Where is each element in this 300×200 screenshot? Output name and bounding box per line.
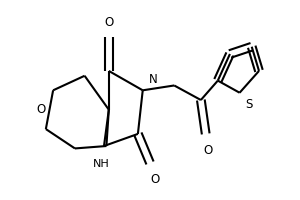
Text: O: O [203,144,213,157]
Text: S: S [246,98,253,111]
Text: O: O [36,103,46,116]
Text: NH: NH [93,159,110,169]
Text: N: N [149,73,158,86]
Text: O: O [150,173,160,186]
Text: O: O [104,16,113,29]
